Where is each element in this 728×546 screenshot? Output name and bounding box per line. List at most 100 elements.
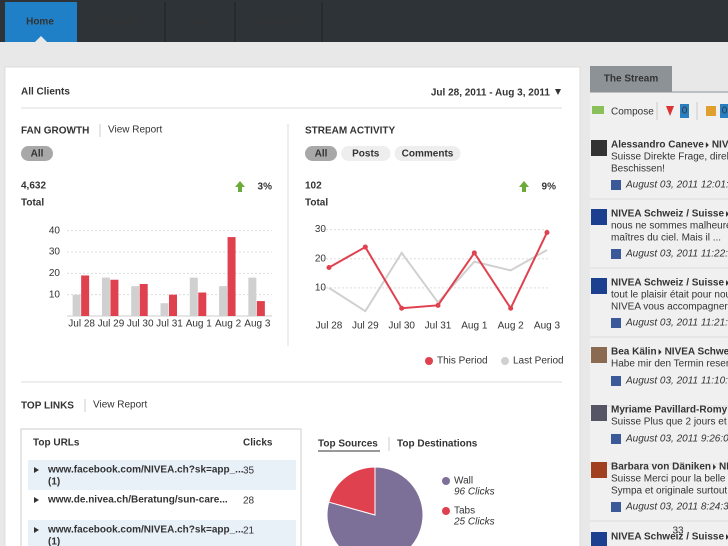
point	[399, 305, 405, 311]
expand-arrow[interactable]	[34, 497, 39, 503]
x-tick-label: Aug 3	[534, 321, 561, 332]
x-tick-label: Aug 2	[498, 321, 525, 332]
stream-author[interactable]: Barbara von Däniken	[611, 462, 711, 473]
y-tick-label: 10	[49, 289, 61, 300]
stream-time: August 03, 2011 12:01:14	[625, 180, 728, 191]
stream-target[interactable]: NIVE	[719, 462, 728, 473]
point	[435, 302, 441, 308]
up-arrow	[519, 181, 529, 192]
stream-target[interactable]: NIVEA Schweiz /	[665, 347, 728, 358]
url-link[interactable]: www.de.nivea.ch/Beratung/sun-care...	[47, 495, 228, 506]
bar	[198, 292, 207, 316]
badge	[680, 104, 689, 118]
compose-label[interactable]: Compose	[611, 107, 654, 118]
filter-pill[interactable]	[394, 146, 461, 161]
avatar	[591, 140, 607, 156]
url-link[interactable]: www.facebook.com/NIVEA.ch?sk=app_...	[47, 525, 244, 536]
stream-author[interactable]: NIVEA Schweiz / Suisse	[611, 532, 724, 543]
page-number: 33	[672, 526, 684, 537]
filter-pill[interactable]	[305, 146, 337, 161]
destination-tab[interactable]: Top Destinations	[397, 439, 478, 450]
url-link[interactable]: www.facebook.com/NIVEA.ch?sk=app_...	[47, 465, 244, 476]
stream-tab-label[interactable]: The Stream	[604, 74, 659, 85]
stream-author[interactable]: NIVEA Schweiz / Suisse	[611, 278, 724, 289]
stream-text: Habe mir den Termin reserviert	[611, 359, 728, 370]
compose-icon[interactable]	[592, 106, 604, 114]
badge-count: 0	[722, 106, 728, 117]
stream-time: August 03, 2011 9:26:04 A	[625, 434, 728, 445]
filter-label[interactable]: Comments	[402, 149, 454, 160]
legend-value: 25 Clicks	[453, 517, 495, 528]
home-tab[interactable]	[5, 2, 77, 42]
url-count: (1)	[48, 537, 60, 546]
y-tick-label: 30	[315, 224, 327, 235]
x-tick-label: Jul 28	[316, 321, 343, 332]
filter-label[interactable]: All	[315, 149, 328, 160]
point	[362, 244, 368, 250]
avatar	[591, 347, 607, 363]
click-count: 21	[243, 526, 255, 537]
legend-label: This Period	[437, 356, 488, 367]
stream-author[interactable]: Myriame Pavillard-Romy	[611, 405, 728, 416]
legend-swatch	[442, 507, 450, 515]
view-report[interactable]: View Report	[93, 400, 148, 411]
section-title: TOP LINKS	[21, 401, 74, 412]
legend-label: Last Period	[513, 356, 564, 367]
y-tick-label: 40	[49, 225, 61, 236]
x-tick-label: Jul 31	[156, 319, 183, 330]
stream-author[interactable]: NIVEA Schweiz / Suisse	[611, 209, 724, 220]
dropdown-arrow[interactable]	[555, 89, 561, 95]
nav-tab[interactable]: Home	[26, 17, 54, 28]
avatar	[591, 405, 607, 421]
legend-swatch	[425, 357, 433, 365]
bar	[101, 277, 110, 316]
filter-pill[interactable]	[21, 146, 53, 161]
badge-count: 0	[682, 106, 688, 117]
nav-tab[interactable]: Tabs	[189, 17, 210, 28]
nav-tab[interactable]: Analytics	[258, 17, 298, 28]
x-tick-label: Jul 30	[388, 321, 415, 332]
filter-label[interactable]: Posts	[352, 149, 380, 160]
bar	[219, 286, 228, 316]
x-tick-label: Jul 31	[425, 321, 452, 332]
fb-icon	[611, 318, 621, 328]
x-tick-label: Aug 1	[461, 321, 488, 332]
stream-time: August 03, 2011 11:22:27 A	[625, 249, 728, 260]
row-bg	[28, 460, 296, 490]
fb-icon	[611, 180, 621, 190]
stream-time: August 03, 2011 11:21:15	[625, 318, 728, 329]
x-tick-label: Aug 2	[215, 319, 242, 330]
stream-author[interactable]: Bea Kälin	[611, 347, 657, 358]
stream-author[interactable]: Alessandro Caneve	[611, 140, 704, 151]
avatar	[591, 278, 607, 294]
bar	[256, 301, 265, 316]
change-value: 3%	[258, 182, 273, 193]
x-tick-label: Aug 1	[186, 319, 213, 330]
date-range[interactable]: Jul 28, 2011 - Aug 3, 2011	[431, 88, 551, 99]
expand-arrow[interactable]	[34, 527, 39, 533]
filter-label[interactable]: All	[31, 149, 44, 160]
arrow	[713, 464, 717, 470]
legend-value: 96 Clicks	[454, 487, 495, 498]
filter-pill[interactable]	[341, 146, 391, 161]
change-value: 9%	[542, 182, 557, 193]
stream-tab[interactable]	[590, 66, 672, 92]
bar	[110, 279, 119, 316]
nav-tab[interactable]: Publisher	[100, 17, 142, 28]
series-line	[328, 249, 548, 313]
bar	[131, 286, 140, 316]
column-header: Clicks	[243, 438, 273, 449]
view-report[interactable]: View Report	[108, 125, 163, 136]
stream-text: Beschissen!	[611, 164, 665, 175]
url-count: (1)	[48, 477, 60, 488]
bar	[169, 294, 177, 316]
source-tab[interactable]: Top Sources	[318, 439, 378, 450]
total-value: 4,632	[21, 181, 46, 192]
bar	[189, 277, 198, 316]
bar	[139, 284, 148, 316]
tab-pointer	[35, 36, 47, 42]
stream-text: Suisse Plus que 2 jours et se s	[611, 417, 728, 428]
expand-arrow[interactable]	[34, 467, 39, 473]
stream-target[interactable]: NIVEA	[712, 140, 728, 151]
